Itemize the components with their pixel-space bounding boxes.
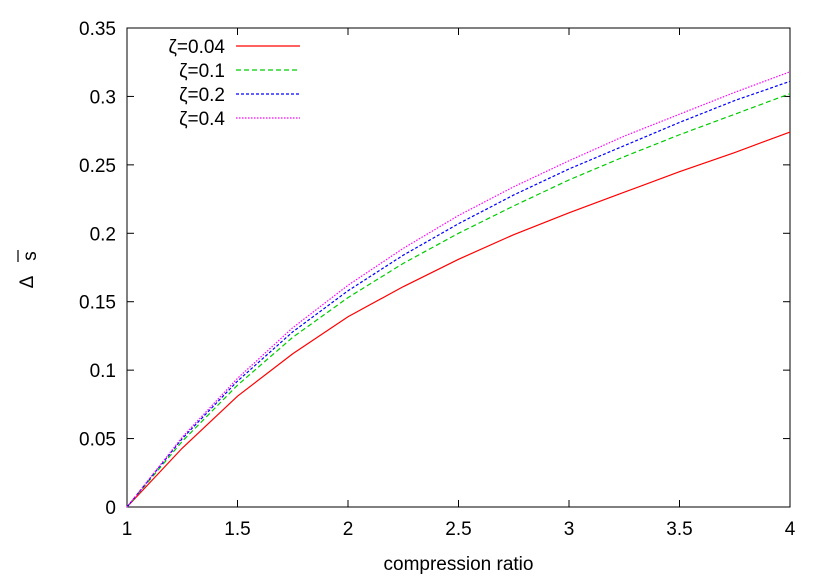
y-tick-label: 0.2 [90, 224, 116, 245]
y-tick-label: 0.3 [90, 87, 116, 108]
x-axis: 1 1.5 2 2.5 3 3.5 4 [122, 28, 796, 540]
legend-label: ζ=0.2 [179, 85, 225, 106]
legend: ζ=0.04 ζ=0.1 ζ=0.2 ζ=0.4 [169, 37, 300, 130]
x-tick-label: 4 [785, 519, 796, 540]
series-line-3 [126, 80, 791, 508]
y-axis: 0 0.05 0.1 0.15 0.2 0.25 0.3 0.35 [79, 19, 790, 519]
y-tick-label: 0.25 [79, 156, 116, 177]
x-tick-label: 2.5 [445, 519, 471, 540]
legend-label: ζ=0.1 [179, 61, 225, 82]
x-tick-label: 1 [122, 519, 133, 540]
x-tick-label: 3.5 [666, 519, 692, 540]
plot-frame [126, 27, 791, 508]
series-line-4 [126, 71, 791, 508]
y-tick-label: 0.35 [79, 19, 116, 40]
series-line-1 [126, 131, 791, 508]
y-axis-title-variable: s [20, 251, 41, 261]
series-layer [126, 71, 791, 508]
x-axis-title: compression ratio [384, 554, 534, 575]
y-axis-title: Δ s [17, 250, 41, 288]
series-line-2 [126, 93, 791, 508]
y-axis-title-symbol: Δ [17, 275, 38, 288]
x-tick-label: 2 [343, 519, 354, 540]
y-tick-label: 0.1 [90, 361, 116, 382]
y-tick-label: 0.05 [79, 430, 116, 451]
y-tick-label: 0 [105, 498, 116, 519]
legend-label: ζ=0.4 [179, 109, 225, 130]
plot-border [126, 27, 791, 508]
legend-label: ζ=0.04 [169, 37, 226, 58]
x-tick-label: 1.5 [224, 519, 250, 540]
x-tick-label: 3 [564, 519, 575, 540]
y-tick-label: 0.15 [79, 293, 116, 314]
